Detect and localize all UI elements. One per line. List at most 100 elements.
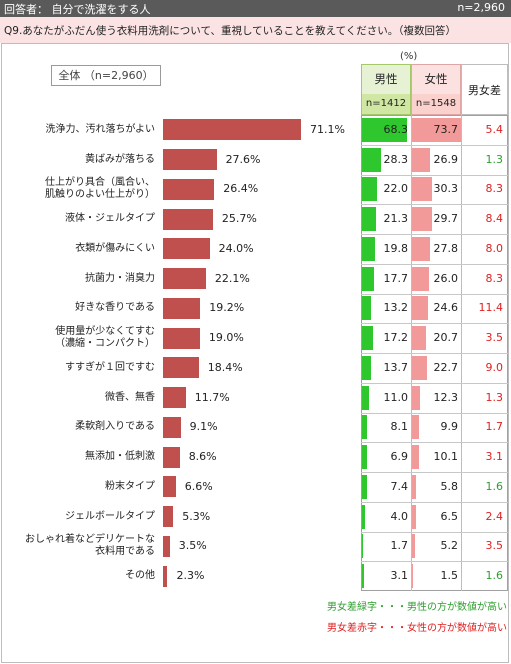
diff-value: 1.3: [485, 152, 504, 166]
female-value: 5.8: [440, 479, 459, 493]
category-label-line: 肌触りのよい仕上がり）: [45, 189, 155, 201]
diff-value: 8.0: [485, 241, 504, 255]
category-label-line: 微香、無香: [105, 391, 155, 403]
table-row-line: [361, 382, 508, 384]
total-n: n=2,960: [457, 1, 505, 14]
overall-value: 22.1%: [214, 271, 250, 285]
overall-value: 8.6%: [188, 450, 217, 464]
female-value: 27.8: [433, 241, 459, 255]
diff-value: 2.4: [485, 509, 504, 523]
male-bar: [362, 564, 365, 589]
category-label: 仕上がり具合（風合い、 肌触りのよい仕上がり）: [0, 177, 155, 201]
overall-bar: [163, 149, 217, 171]
category-label-line: 柔軟剤入りである: [75, 421, 155, 433]
header-bar: 回答者： 自分で洗濯をする人 n=2,960: [0, 0, 511, 17]
category-label-line: （濃縮・コンパクト）: [55, 338, 155, 350]
diff-value: 8.3: [485, 271, 504, 285]
male-bar: [362, 147, 381, 172]
table-row-line: [361, 263, 508, 265]
overall-value: 2.3%: [176, 569, 205, 583]
overall-bar: [163, 119, 301, 141]
female-value: 9.9: [440, 420, 459, 434]
female-bar: [412, 266, 430, 291]
overall-value: 9.1%: [189, 420, 218, 434]
overall-bar: [163, 476, 176, 498]
category-label: 無添加・低刺激: [0, 451, 155, 463]
female-bar: [412, 207, 432, 232]
female-value: 12.3: [433, 390, 459, 404]
male-value: 22.0: [383, 182, 409, 196]
female-value: 10.1: [433, 450, 459, 464]
question-bar: Q9.あなたがふだん使う衣料用洗剤について、重視していることを教えてください。（…: [0, 17, 511, 43]
female-title: 女性: [424, 72, 448, 86]
male-bar: [362, 117, 408, 142]
diff-value: 1.6: [485, 479, 504, 493]
female-bar: [412, 355, 427, 380]
male-value: 7.4: [390, 479, 409, 493]
diff-value: 1.3: [485, 390, 504, 404]
overall-bar: [163, 297, 201, 319]
male-bar: [362, 177, 377, 202]
male-title: 男性: [374, 72, 398, 86]
category-label: 衣類が傷みにくい: [0, 243, 155, 255]
diff-value: 8.4: [485, 212, 504, 226]
male-bar: [362, 296, 371, 321]
overall-value: 6.6%: [184, 479, 213, 493]
category-label: すすぎが１回ですむ: [0, 362, 155, 374]
category-label: その他: [0, 570, 155, 582]
overall-value: 19.0%: [208, 331, 244, 345]
category-label-line: すすぎが１回ですむ: [65, 361, 155, 373]
female-value: 29.7: [433, 212, 459, 226]
female-bar: [412, 504, 417, 529]
male-bar: [362, 415, 368, 440]
diff-column-header: 男女差: [461, 64, 508, 115]
category-label-line: 液体・ジェルタイプ: [65, 213, 155, 225]
male-value: 28.3: [383, 152, 409, 166]
respondent-label: 回答者： 自分で洗濯をする人: [4, 3, 151, 16]
category-label: 抗菌力・消臭力: [0, 273, 155, 285]
category-label-line: 衣類が傷みにくい: [75, 242, 155, 254]
category-label-line: 衣料用である: [95, 546, 155, 558]
category-label-line: ジェルボールタイプ: [65, 510, 155, 522]
female-bar: [412, 564, 413, 589]
female-bar: [412, 296, 429, 321]
overall-value: 5.3%: [182, 509, 211, 523]
category-label-line: 使用量が少なくてすむ: [55, 326, 155, 338]
female-bar: [412, 177, 432, 202]
overall-bar: [163, 178, 215, 200]
female-bar: [412, 385, 421, 410]
male-value: 17.2: [383, 331, 409, 345]
overall-bar: [163, 506, 174, 528]
category-label-line: その他: [125, 570, 155, 582]
category-label-line: 無添加・低刺激: [85, 451, 155, 463]
diff-value: 3.1: [485, 450, 504, 464]
female-column-header: 女性 n=1548: [411, 64, 461, 115]
table-row-line: [361, 472, 508, 473]
diff-value: 1.7: [485, 420, 504, 434]
male-value: 6.9: [390, 450, 409, 464]
overall-bar: [163, 416, 181, 438]
male-value: 21.3: [383, 212, 409, 226]
overall-bar: [163, 357, 199, 379]
overall-bar: [163, 268, 206, 290]
table-row-line: [361, 234, 508, 235]
overall-bar: [163, 327, 200, 349]
male-value: 1.7: [390, 539, 409, 553]
category-label-line: おしゃれ着などデリケートな: [25, 534, 155, 546]
female-value: 30.3: [433, 182, 459, 196]
overall-value: 24.0%: [218, 241, 254, 255]
male-bar: [362, 385, 370, 410]
male-bar: [362, 326, 374, 351]
overall-value: 3.5%: [178, 539, 207, 553]
female-bar: [412, 236, 431, 261]
female-value: 24.6: [433, 301, 459, 315]
table-row-line: [361, 174, 508, 176]
diff-value: 1.6: [485, 569, 504, 583]
category-label-line: 洗浄力、汚れ落ちがよい: [45, 123, 156, 135]
overall-bar: [163, 535, 170, 557]
unit-label: (%): [400, 51, 418, 62]
table-row-line: [361, 561, 508, 563]
category-label: 液体・ジェルタイプ: [0, 213, 155, 225]
female-bar: [412, 117, 461, 142]
category-label: 微香、無香: [0, 392, 155, 404]
